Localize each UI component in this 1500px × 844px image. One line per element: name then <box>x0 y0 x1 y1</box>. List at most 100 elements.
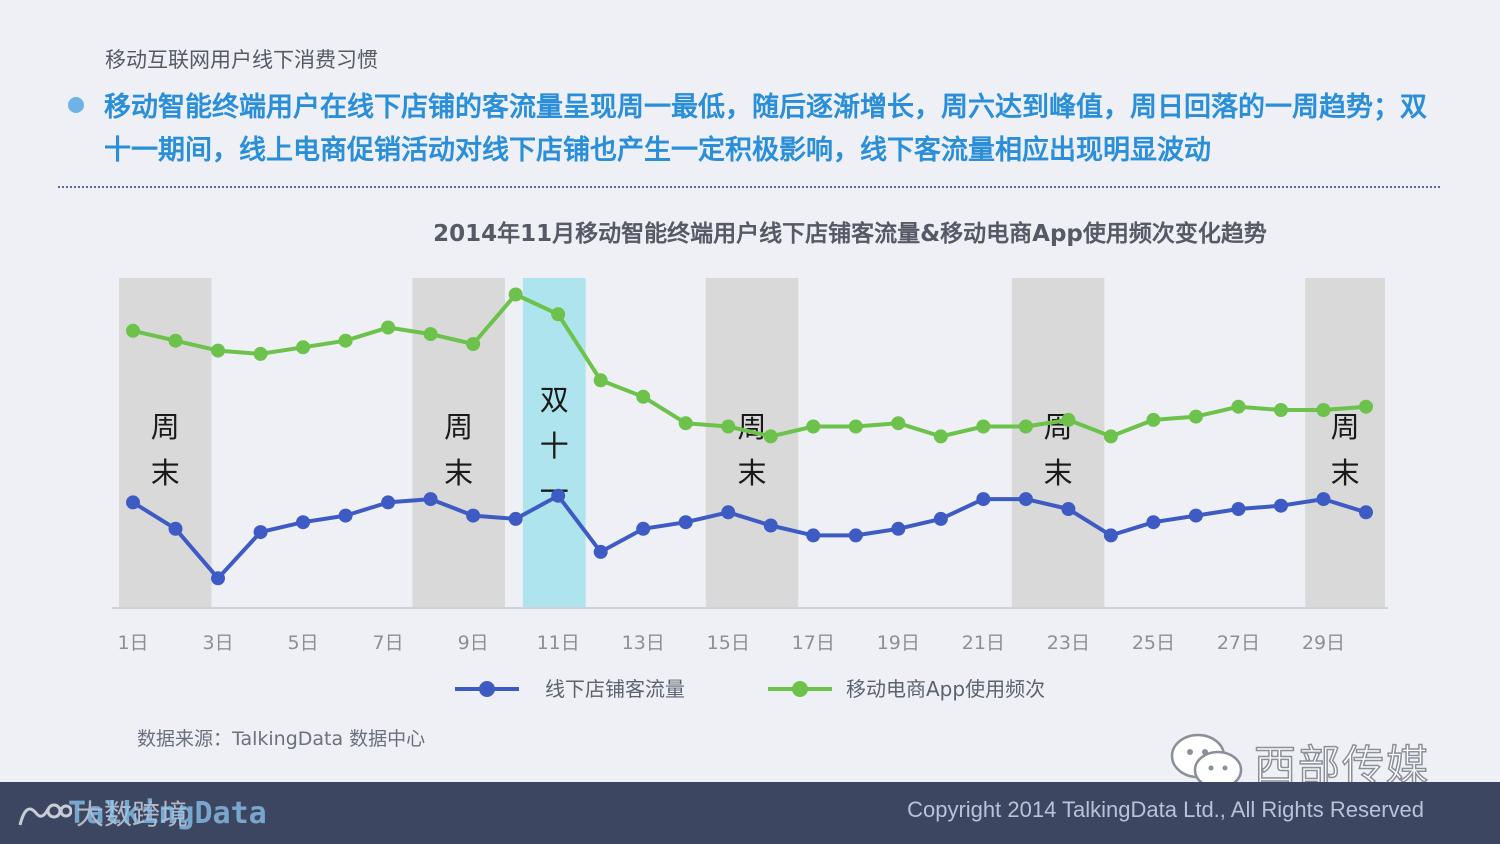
band-label-4-1: 末 <box>1044 456 1073 490</box>
x-axis-ticks: 1日 3日 5日 7日 9日 11日 13日 15日 17日 19日 21日 23日 25日 27日 29日 <box>117 632 1345 654</box>
legend-label-1: 移动电商App使用频次 <box>846 677 1045 701</box>
logo-text-cn: 大数跨境 <box>76 798 189 831</box>
band-label-5-0: 周 <box>1331 410 1360 444</box>
series-1-point <box>126 323 140 338</box>
series-1-point <box>253 346 268 361</box>
line-chart: 周末周末双十一周末周末周末 1日3日5日7日9日11日13日15日17日19日2… <box>112 278 1388 701</box>
x-tick-label: 29日 <box>1302 632 1345 654</box>
series-0-point <box>976 492 991 507</box>
band-label-1-0: 周 <box>444 410 473 444</box>
x-tick-label: 9日 <box>458 632 489 654</box>
footer-bar: 大数跨境 TalkingData Copyright 2014 TalkingD… <box>0 782 1500 844</box>
band-5 <box>1305 278 1386 608</box>
series-1-point <box>848 419 863 434</box>
series-1-point <box>593 373 608 388</box>
series-0-point <box>806 528 821 543</box>
series-1-point <box>763 429 778 444</box>
x-tick-label: 25日 <box>1132 632 1175 654</box>
legend-label-0: 线下店铺客流量 <box>545 677 685 701</box>
x-tick-label: 5日 <box>288 632 319 654</box>
series-0-point <box>211 571 226 586</box>
wechat-watermark: 西部传媒 <box>1168 732 1430 792</box>
wechat-icon <box>1170 733 1243 790</box>
series-0-point <box>466 508 481 523</box>
series-0-point <box>508 511 523 526</box>
series-1-point <box>381 320 396 335</box>
series-0-point <box>551 488 566 503</box>
highlight-bands: 周末周末双十一周末周末周末 <box>119 278 1386 608</box>
series-line-0 <box>131 493 1367 581</box>
source-note: 数据来源：TalkingData 数据中心 <box>137 728 426 750</box>
series-0-point <box>1061 502 1076 516</box>
series-1-point <box>636 389 651 404</box>
series-1-point <box>721 419 736 434</box>
band-label-1-1: 末 <box>444 456 473 490</box>
series-1-point <box>423 327 438 342</box>
series <box>126 287 1373 586</box>
x-tick-label: 27日 <box>1217 632 1260 654</box>
footer-logo: 大数跨境 TalkingData <box>16 792 267 834</box>
series-0-point <box>1231 502 1246 516</box>
series-1-point <box>296 340 311 355</box>
band-label-0-0: 周 <box>151 410 180 444</box>
series-1-point <box>1316 403 1331 417</box>
series-0-point <box>678 515 693 530</box>
series-1-point <box>1188 409 1203 424</box>
series-1-point <box>976 419 991 434</box>
series-1-point <box>1061 412 1076 427</box>
series-0-point <box>126 495 140 510</box>
logo-mark-icon <box>18 803 72 826</box>
band-2 <box>522 278 586 608</box>
x-tick-label: 21日 <box>962 632 1005 654</box>
series-1-point <box>211 343 226 358</box>
series-0-point <box>636 521 651 536</box>
section-title: 移动互联网用户线下消费习惯 <box>105 48 378 72</box>
watermark-name: 西部传媒 <box>1253 740 1431 791</box>
x-tick-label: 19日 <box>877 632 920 654</box>
band-3 <box>705 278 799 608</box>
series-1-point <box>1231 399 1246 414</box>
series-1-point <box>508 287 523 302</box>
series-0-point <box>848 528 863 543</box>
x-tick-label: 11日 <box>537 632 580 654</box>
series-1-point <box>168 333 183 348</box>
series-0-point <box>338 508 353 523</box>
series-1-point <box>678 416 693 431</box>
series-0-point <box>296 515 311 530</box>
series-0-point <box>721 505 736 520</box>
series-0-point <box>593 544 608 559</box>
x-tick-label: 15日 <box>707 632 750 654</box>
series-1-point <box>466 337 481 351</box>
x-tick-label: 1日 <box>117 632 148 654</box>
series-0-point <box>891 521 906 536</box>
series-0-point <box>253 525 268 540</box>
series-1-point <box>338 333 353 348</box>
bullet-dot-icon <box>68 97 84 113</box>
legend-marker-0 <box>479 681 495 697</box>
series-1-point <box>1146 412 1161 427</box>
band-4 <box>1011 278 1105 608</box>
series-0-point <box>763 518 778 533</box>
chart-title: 2014年11月移动智能终端用户线下店铺客流量&移动电商App使用频次变化趋势 <box>433 221 1267 247</box>
band-label-0-1: 末 <box>151 456 180 490</box>
series-1-point <box>1359 399 1373 414</box>
series-0-point <box>933 511 948 526</box>
series-0-point <box>381 495 396 510</box>
series-0-point <box>1018 492 1033 507</box>
series-1-point <box>1018 419 1033 434</box>
band-label-5-1: 末 <box>1331 456 1360 490</box>
band-label-3-1: 末 <box>737 456 766 490</box>
series-1-point <box>1273 403 1288 417</box>
series-1-point <box>933 429 948 444</box>
series-0-point <box>423 492 438 507</box>
copyright: Copyright 2014 TalkingData Ltd., All Rig… <box>907 797 1424 822</box>
x-tick-label: 13日 <box>622 632 665 654</box>
series-0-point <box>1359 505 1373 520</box>
series-1-point <box>551 307 566 322</box>
series-1-point <box>806 419 821 434</box>
series-1-point <box>1103 429 1118 444</box>
series-0-point <box>1316 492 1331 507</box>
x-tick-label: 7日 <box>373 632 404 654</box>
band-label-2-0: 双 <box>540 383 569 417</box>
series-0-point <box>168 521 183 536</box>
